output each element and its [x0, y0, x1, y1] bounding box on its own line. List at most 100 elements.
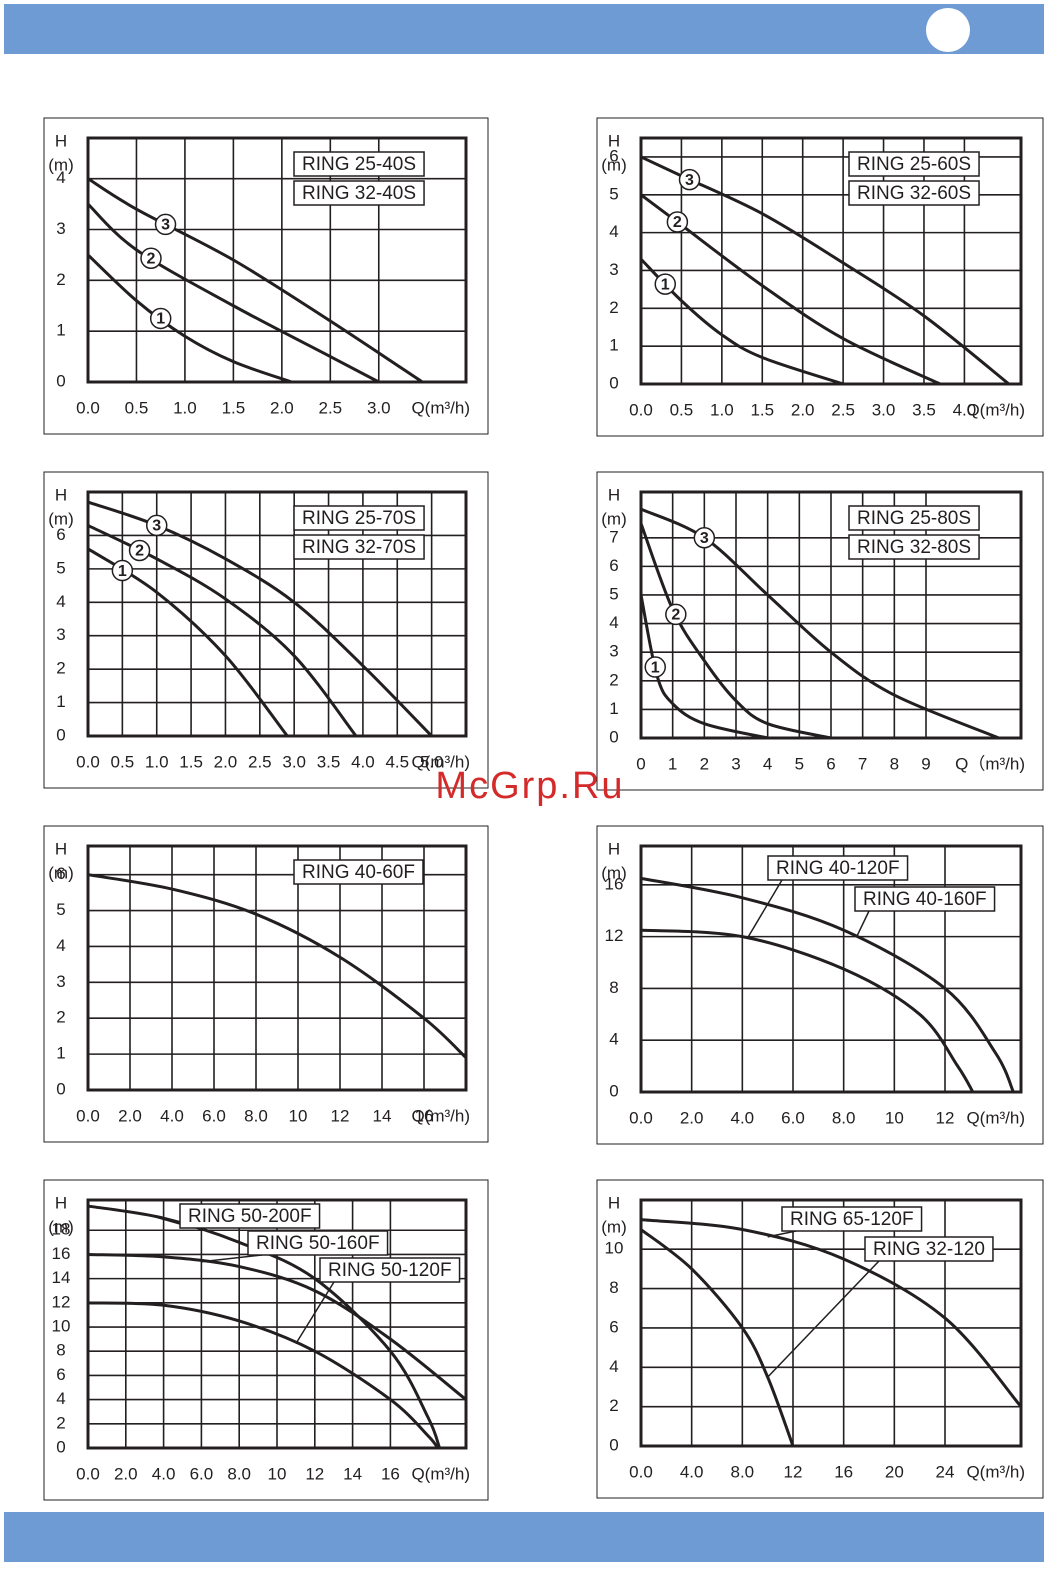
x-tick-label: 1.0	[145, 752, 169, 771]
y-axis-label: H	[608, 1193, 620, 1212]
leader-line	[767, 1230, 797, 1238]
x-tick-label: 1.0	[710, 400, 734, 419]
curve-number-badge	[665, 603, 687, 626]
model-label: RING 25-80S	[857, 508, 971, 529]
curve-number: 1	[661, 276, 670, 293]
x-tick-label: 10	[289, 1106, 308, 1125]
curve-number: 3	[152, 518, 161, 535]
model-label-box	[293, 534, 425, 560]
x-tick-label: 0.0	[629, 400, 653, 419]
y-tick-label: 2	[609, 1396, 618, 1415]
curve-number-badge	[644, 656, 666, 678]
x-tick-label: 10	[268, 1464, 287, 1483]
x-tick-label: 0.5	[111, 752, 135, 771]
x-tick-label: 14	[343, 1464, 362, 1483]
y-tick-label: 3	[56, 219, 65, 238]
model-label-box	[293, 859, 424, 885]
x-tick-label: 2.5	[318, 398, 342, 417]
y-tick-label: 4	[609, 613, 618, 632]
y-axis-unit: (m)	[48, 1217, 73, 1236]
x-tick-label: 2.5	[831, 400, 855, 419]
curve-number-badge	[154, 213, 177, 236]
y-tick-label: 3	[56, 625, 65, 644]
plot-frame	[86, 844, 468, 1092]
y-tick-label: 2	[609, 298, 618, 317]
y-axis-label: H	[55, 839, 67, 858]
curve-number: 1	[156, 311, 165, 328]
pump-curve	[640, 876, 1015, 1093]
pump-curve	[640, 1218, 1023, 1408]
x-tick-label: 8.0	[244, 1106, 268, 1125]
y-tick-label: 3	[609, 642, 618, 661]
x-tick-label: 2.0	[270, 398, 294, 417]
x-tick-label: 0.0	[76, 1464, 100, 1483]
y-tick-label: 4	[56, 1389, 65, 1408]
model-label: RING 32-60S	[857, 183, 971, 204]
pump-curve	[86, 202, 380, 384]
y-tick-label: 0	[56, 1079, 65, 1098]
x-tick-label: 1.5	[222, 398, 246, 417]
x-tick-label: 10	[885, 1108, 904, 1127]
x-tick-label: 6.0	[202, 1106, 226, 1125]
model-label: RING 40-60F	[302, 862, 415, 883]
x-tick-label: 6	[826, 754, 835, 773]
x-tick-label: 6.0	[190, 1464, 214, 1483]
y-axis-label: H	[55, 1193, 67, 1212]
y-tick-label: 12	[605, 926, 624, 945]
y-tick-label: 7	[609, 527, 618, 546]
x-tick-label: 8.0	[832, 1108, 856, 1127]
pump-curve	[86, 253, 293, 384]
y-tick-label: 6	[609, 146, 618, 165]
pump-curve	[87, 873, 468, 1059]
x-tick-label: 2.5	[248, 752, 272, 771]
x-tick-label: 2.0	[791, 400, 815, 419]
model-label-box	[848, 180, 980, 206]
plot-frame	[639, 1198, 1023, 1448]
model-label: RING 25-40S	[302, 154, 416, 175]
pump-curve	[87, 177, 424, 384]
curve-number: 3	[161, 217, 170, 234]
curve-number: 3	[685, 172, 694, 189]
curve-number-badge	[145, 514, 168, 537]
x-tick-label: 0	[636, 754, 645, 773]
model-label-box	[848, 505, 980, 531]
chart: 0 2 4 6 8 10 12 14 16 18 0.0 2.0 4.0 6.0 8.0 10 12 14 16 H (…	[43, 1179, 489, 1501]
model-label: RING 32-120	[873, 1239, 985, 1260]
model-label-box	[854, 886, 996, 912]
y-axis-unit: (m)	[48, 863, 73, 882]
x-tick-label: 6.0	[781, 1108, 805, 1127]
curve-number-badge	[654, 273, 677, 295]
x-tick-label: 2.0	[680, 1108, 704, 1127]
x-tick-label: 0.0	[76, 1106, 100, 1125]
y-tick-label: 0	[609, 373, 618, 392]
pump-curve	[87, 1252, 467, 1401]
x-tick-label: 16	[415, 1106, 434, 1125]
y-tick-label: 1	[609, 336, 618, 355]
y-tick-label: 2	[56, 659, 65, 678]
x-tick-label: 24	[936, 1462, 955, 1481]
y-tick-label: 4	[609, 222, 618, 241]
model-label: RING 65-120F	[790, 1209, 914, 1230]
y-tick-label: 8	[56, 1341, 65, 1360]
y-tick-label: 12	[52, 1292, 71, 1311]
y-axis-label: H	[608, 485, 620, 504]
x-tick-label: 8	[890, 754, 899, 773]
y-axis-unit: (m)	[601, 863, 626, 882]
curve-number: 2	[673, 214, 682, 231]
y-tick-label: 1	[56, 692, 65, 711]
header-bar	[4, 4, 1044, 54]
y-tick-label: 2	[56, 270, 65, 289]
y-tick-label: 16	[52, 1244, 71, 1263]
x-tick-label: 3.5	[912, 400, 936, 419]
y-axis-unit: (m)	[601, 1217, 626, 1236]
x-axis-label: Q(m³/h)	[411, 398, 470, 417]
curve-number-badge	[140, 247, 162, 269]
x-tick-label: 4	[763, 754, 772, 773]
x-tick-label: 4.0	[160, 1106, 184, 1125]
y-tick-label: 6	[609, 1317, 618, 1336]
pump-curve	[639, 522, 832, 740]
